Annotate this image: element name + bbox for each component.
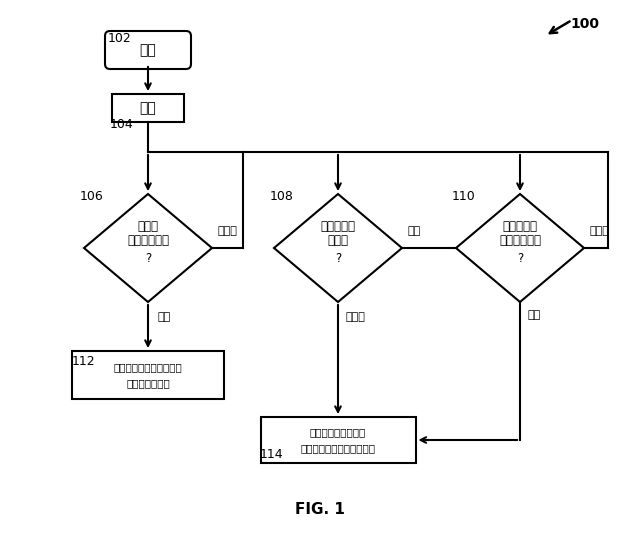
Text: パッシブサンプルからの: パッシブサンプルからの xyxy=(114,362,182,372)
Text: 超えているか: 超えているか xyxy=(499,233,541,247)
Text: 検出されたか: 検出されたか xyxy=(127,233,169,247)
Text: いいえ: いいえ xyxy=(589,226,609,236)
Text: 110: 110 xyxy=(452,189,476,203)
Polygon shape xyxy=(84,194,212,302)
Text: 106: 106 xyxy=(80,189,104,203)
Text: 開始: 開始 xyxy=(140,43,156,57)
Polygon shape xyxy=(456,194,584,302)
Text: いいえ: いいえ xyxy=(217,226,237,236)
FancyBboxPatch shape xyxy=(105,31,191,69)
Text: はい: はい xyxy=(158,312,172,322)
Text: Ｂｒ　ＡＣ測定: Ｂｒ ＡＣ測定 xyxy=(126,378,170,388)
Text: ?: ? xyxy=(517,251,523,264)
Text: はい: はい xyxy=(407,226,420,236)
Text: ?: ? xyxy=(145,251,151,264)
Text: 100: 100 xyxy=(570,17,599,31)
Text: いいえ: いいえ xyxy=(346,312,366,322)
Text: はい: はい xyxy=(528,310,541,320)
Text: 102: 102 xyxy=(108,32,132,44)
Polygon shape xyxy=(274,194,402,302)
Text: からのＢ　ｒ　Ａ　Ｃ測定: からのＢ ｒ Ａ Ｃ測定 xyxy=(301,443,376,453)
FancyBboxPatch shape xyxy=(72,351,224,399)
FancyBboxPatch shape xyxy=(112,94,184,122)
Text: 検査条件は: 検査条件は xyxy=(321,219,355,233)
FancyBboxPatch shape xyxy=(260,417,415,463)
Text: アクティブサンプル: アクティブサンプル xyxy=(310,427,366,437)
Text: 正常か: 正常か xyxy=(328,233,349,247)
Text: ?: ? xyxy=(335,251,341,264)
Text: 114: 114 xyxy=(260,447,284,461)
Text: 呼気は: 呼気は xyxy=(138,219,159,233)
Text: FIG. 1: FIG. 1 xyxy=(295,502,345,517)
Text: 104: 104 xyxy=(110,118,134,131)
Text: 112: 112 xyxy=(72,355,95,368)
Text: 制限時間は: 制限時間は xyxy=(502,219,538,233)
Text: 検査: 検査 xyxy=(140,101,156,115)
Text: 108: 108 xyxy=(270,189,294,203)
